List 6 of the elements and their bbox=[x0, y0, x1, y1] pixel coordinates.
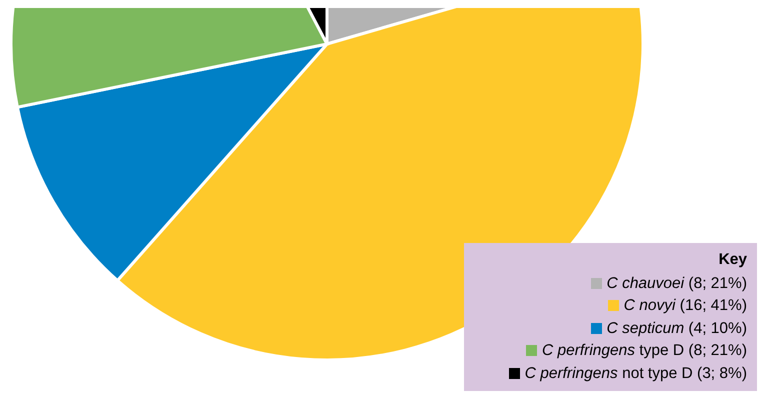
legend-title: Key bbox=[718, 250, 747, 270]
slice-label: C novyi (16; 41%) bbox=[624, 297, 747, 314]
legend-label: C chauvoei (8; 21%) bbox=[606, 274, 747, 292]
legend-label: C perfringens type D (8; 21%) bbox=[542, 342, 747, 359]
legend-label: C perfringens not type D (3; 8%) bbox=[524, 364, 747, 382]
legend-label: C septicum (4; 10%) bbox=[606, 320, 747, 336]
